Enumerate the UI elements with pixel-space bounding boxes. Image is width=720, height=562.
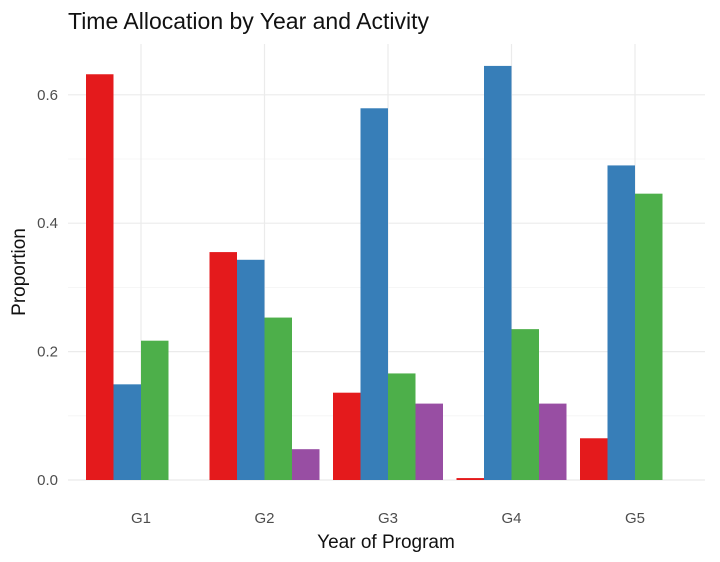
x-tick-label: G5	[625, 510, 645, 527]
bar-G5-1	[580, 438, 608, 480]
bar-G4-2	[484, 65, 512, 480]
y-tick-label: 0.6	[37, 87, 58, 104]
x-axis-ticks: G1 G2 G3 G4 G5	[131, 510, 645, 527]
chart-title: Time Allocation by Year and Activity	[68, 8, 429, 34]
bar-G3-1	[333, 392, 361, 480]
bar-G2-4	[292, 449, 320, 480]
bar-G1-1	[86, 74, 114, 480]
bar-G2-3	[264, 317, 292, 480]
bar-G5-3	[635, 193, 663, 481]
bar-G3-4	[415, 403, 443, 480]
x-tick-label: G2	[254, 510, 274, 527]
bar-G3-3	[388, 373, 416, 480]
x-tick-label: G1	[131, 510, 151, 527]
bar-G2-2	[237, 259, 265, 480]
bar-G4-3	[511, 329, 539, 480]
y-tick-label: 0.4	[37, 215, 58, 232]
y-tick-label: 0.2	[37, 344, 58, 361]
bar-G3-2	[360, 108, 388, 480]
bar-G1-3	[141, 340, 169, 480]
bar-G1-2	[113, 384, 141, 480]
x-tick-label: G3	[378, 510, 398, 527]
bars	[86, 65, 663, 481]
y-axis-ticks: 0.0 0.2 0.4 0.6	[37, 87, 58, 489]
bar-G4-4	[539, 403, 567, 480]
bar-G4-1	[456, 478, 484, 480]
y-tick-label: 0.0	[37, 472, 58, 489]
bar-G2-1	[209, 252, 237, 480]
x-axis-title: Year of Program	[317, 532, 455, 553]
bar-G5-2	[607, 165, 635, 481]
y-axis-title: Proportion	[9, 228, 30, 316]
x-tick-label: G4	[501, 510, 521, 527]
